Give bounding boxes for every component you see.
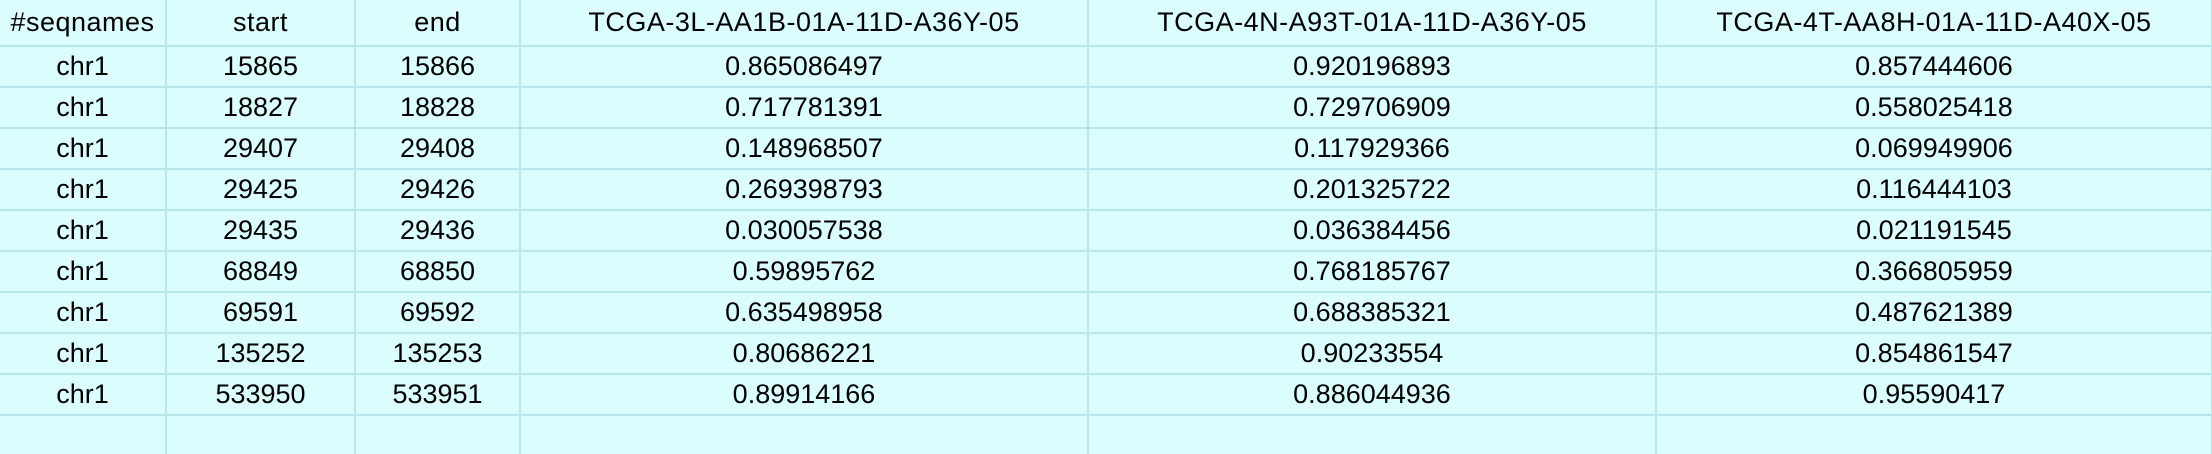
cell-sample-1[interactable]: 0.59895762	[520, 251, 1089, 293]
cell-start[interactable]: 68849	[166, 251, 356, 293]
cell-start[interactable]: 18827	[166, 87, 356, 129]
cell-sample-2[interactable]: 0.920196893	[1088, 46, 1657, 88]
cell-start[interactable]: 69591	[166, 292, 356, 334]
cell-sample-1[interactable]: 0.80686221	[520, 333, 1089, 375]
cell-seqnames[interactable]: chr1	[0, 333, 167, 375]
cell-seqnames[interactable]: chr1	[0, 46, 167, 88]
cell-end[interactable]: 135253	[355, 333, 521, 375]
cell-sample-2[interactable]: 0.201325722	[1088, 169, 1657, 211]
empty-cell[interactable]	[1656, 415, 2212, 454]
cell-sample-3[interactable]: 0.069949906	[1656, 128, 2212, 170]
table-row: chr1 29435 29436 0.030057538 0.036384456 0.02…	[0, 210, 2212, 252]
table-row: chr1 29425 29426 0.269398793 0.201325722 0.11…	[0, 169, 2212, 211]
header-row: #seqnames start end TCGA-3L-AA1B-01A-11D…	[0, 0, 2212, 47]
cell-start[interactable]: 29435	[166, 210, 356, 252]
cell-end[interactable]: 29436	[355, 210, 521, 252]
cell-sample-3[interactable]: 0.116444103	[1656, 169, 2212, 211]
cell-sample-1[interactable]: 0.148968507	[520, 128, 1089, 170]
cell-sample-3[interactable]: 0.857444606	[1656, 46, 2212, 88]
cell-start[interactable]: 29407	[166, 128, 356, 170]
cell-seqnames[interactable]: chr1	[0, 251, 167, 293]
cell-sample-2[interactable]: 0.036384456	[1088, 210, 1657, 252]
cell-sample-2[interactable]: 0.729706909	[1088, 87, 1657, 129]
cell-seqnames[interactable]: chr1	[0, 87, 167, 129]
header-cell-seqnames[interactable]: #seqnames	[0, 0, 167, 47]
table-row: chr1 15865 15866 0.865086497 0.920196893 0.85…	[0, 46, 2212, 88]
table-row: chr1 18827 18828 0.717781391 0.729706909 0.55…	[0, 87, 2212, 129]
cell-sample-2[interactable]: 0.768185767	[1088, 251, 1657, 293]
empty-cell[interactable]	[355, 415, 521, 454]
cell-sample-1[interactable]: 0.269398793	[520, 169, 1089, 211]
empty-cell[interactable]	[520, 415, 1089, 454]
cell-sample-3[interactable]: 0.558025418	[1656, 87, 2212, 129]
cell-seqnames[interactable]: chr1	[0, 128, 167, 170]
table-row: chr1 533950 533951 0.89914166 0.886044936 0.9…	[0, 374, 2212, 416]
header-cell-start[interactable]: start	[166, 0, 356, 47]
cell-sample-2[interactable]: 0.688385321	[1088, 292, 1657, 334]
cell-end[interactable]: 15866	[355, 46, 521, 88]
cell-end[interactable]: 533951	[355, 374, 521, 416]
header-cell-end[interactable]: end	[355, 0, 521, 47]
table-row: chr1 69591 69592 0.635498958 0.688385321 0.48…	[0, 292, 2212, 334]
empty-cell[interactable]	[166, 415, 356, 454]
cell-sample-3[interactable]: 0.95590417	[1656, 374, 2212, 416]
cell-end[interactable]: 29408	[355, 128, 521, 170]
cell-sample-2[interactable]: 0.117929366	[1088, 128, 1657, 170]
cell-sample-3[interactable]: 0.366805959	[1656, 251, 2212, 293]
cell-sample-3[interactable]: 0.487621389	[1656, 292, 2212, 334]
cell-start[interactable]: 135252	[166, 333, 356, 375]
empty-row	[0, 415, 2212, 454]
cell-start[interactable]: 15865	[166, 46, 356, 88]
header-cell-sample-2[interactable]: TCGA-4N-A93T-01A-11D-A36Y-05	[1088, 0, 1657, 47]
cell-end[interactable]: 29426	[355, 169, 521, 211]
cell-end[interactable]: 68850	[355, 251, 521, 293]
cell-seqnames[interactable]: chr1	[0, 374, 167, 416]
table-row: chr1 68849 68850 0.59895762 0.768185767 0.366…	[0, 251, 2212, 293]
cell-sample-3[interactable]: 0.021191545	[1656, 210, 2212, 252]
table-row: chr1 29407 29408 0.148968507 0.117929366 0.06…	[0, 128, 2212, 170]
cell-sample-2[interactable]: 0.90233554	[1088, 333, 1657, 375]
cell-seqnames[interactable]: chr1	[0, 210, 167, 252]
header-cell-sample-1[interactable]: TCGA-3L-AA1B-01A-11D-A36Y-05	[520, 0, 1089, 47]
header-cell-sample-3[interactable]: TCGA-4T-AA8H-01A-11D-A40X-05	[1656, 0, 2212, 47]
table-row: chr1 135252 135253 0.80686221 0.90233554 0.85…	[0, 333, 2212, 375]
cell-sample-2[interactable]: 0.886044936	[1088, 374, 1657, 416]
cell-end[interactable]: 18828	[355, 87, 521, 129]
cell-seqnames[interactable]: chr1	[0, 292, 167, 334]
empty-cell[interactable]	[0, 415, 167, 454]
cell-sample-1[interactable]: 0.635498958	[520, 292, 1089, 334]
cell-sample-1[interactable]: 0.865086497	[520, 46, 1089, 88]
cell-sample-1[interactable]: 0.89914166	[520, 374, 1089, 416]
cell-sample-1[interactable]: 0.717781391	[520, 87, 1089, 129]
cell-sample-3[interactable]: 0.854861547	[1656, 333, 2212, 375]
cell-sample-1[interactable]: 0.030057538	[520, 210, 1089, 252]
empty-cell[interactable]	[1088, 415, 1657, 454]
cell-seqnames[interactable]: chr1	[0, 169, 167, 211]
cell-start[interactable]: 29425	[166, 169, 356, 211]
cell-start[interactable]: 533950	[166, 374, 356, 416]
cell-end[interactable]: 69592	[355, 292, 521, 334]
